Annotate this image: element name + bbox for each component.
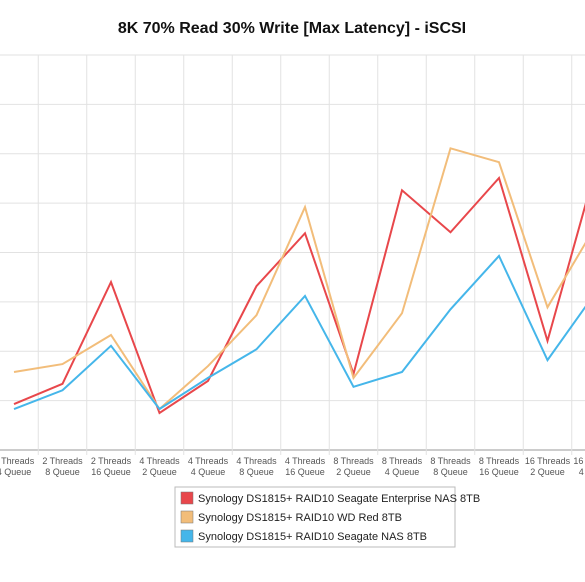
x-tick-label: 8 Threads	[333, 456, 374, 466]
x-tick-label: 4 Threads	[236, 456, 277, 466]
x-tick-label: 16 Threads	[525, 456, 571, 466]
x-tick-label: 4 Queue	[579, 467, 585, 477]
x-tick-label: 2 Threads	[91, 456, 132, 466]
x-tick-label: 4 Queue	[0, 467, 31, 477]
x-tick-label: 16 Queue	[285, 467, 325, 477]
x-tick-label: 8 Threads	[382, 456, 423, 466]
x-tick-label: 8 Threads	[479, 456, 520, 466]
x-tick-label: 8 Threads	[430, 456, 471, 466]
x-tick-label: 2 Queue	[336, 467, 371, 477]
series-line	[13, 175, 585, 415]
legend-swatch	[180, 491, 194, 505]
x-tick-label: 16 Queue	[479, 467, 519, 477]
chart-title: 8K 70% Read 30% Write [Max Latency] - iS…	[118, 20, 466, 37]
legend-swatch	[180, 529, 194, 543]
x-tick-label: 8 Queue	[45, 467, 80, 477]
x-tick-label: 4 Queue	[191, 467, 226, 477]
series-line	[13, 147, 585, 411]
x-tick-label: 2 Threads	[0, 456, 35, 466]
x-tick-label: 2 Queue	[530, 467, 565, 477]
x-tick-label: 8 Queue	[433, 467, 468, 477]
legend-label: Synology DS1815+ RAID10 Seagate Enterpri…	[198, 493, 480, 505]
series-line	[13, 254, 585, 411]
x-tick-label: 4 Queue	[385, 467, 420, 477]
x-tick-label: 2 Threads	[42, 456, 83, 466]
x-tick-label: 4 Threads	[139, 456, 180, 466]
x-tick-label: 8 Queue	[239, 467, 274, 477]
legend-box	[174, 486, 456, 548]
legend-label: Synology DS1815+ RAID10 Seagate NAS 8TB	[198, 531, 427, 543]
legend-swatch	[180, 510, 194, 524]
x-tick-label: 16 Threads	[573, 456, 585, 466]
x-tick-label: 2 Queue	[142, 467, 177, 477]
x-tick-label: 4 Threads	[188, 456, 229, 466]
x-tick-label: 16 Queue	[91, 467, 131, 477]
legend-label: Synology DS1815+ RAID10 WD Red 8TB	[198, 512, 402, 524]
x-tick-label: 4 Threads	[285, 456, 326, 466]
